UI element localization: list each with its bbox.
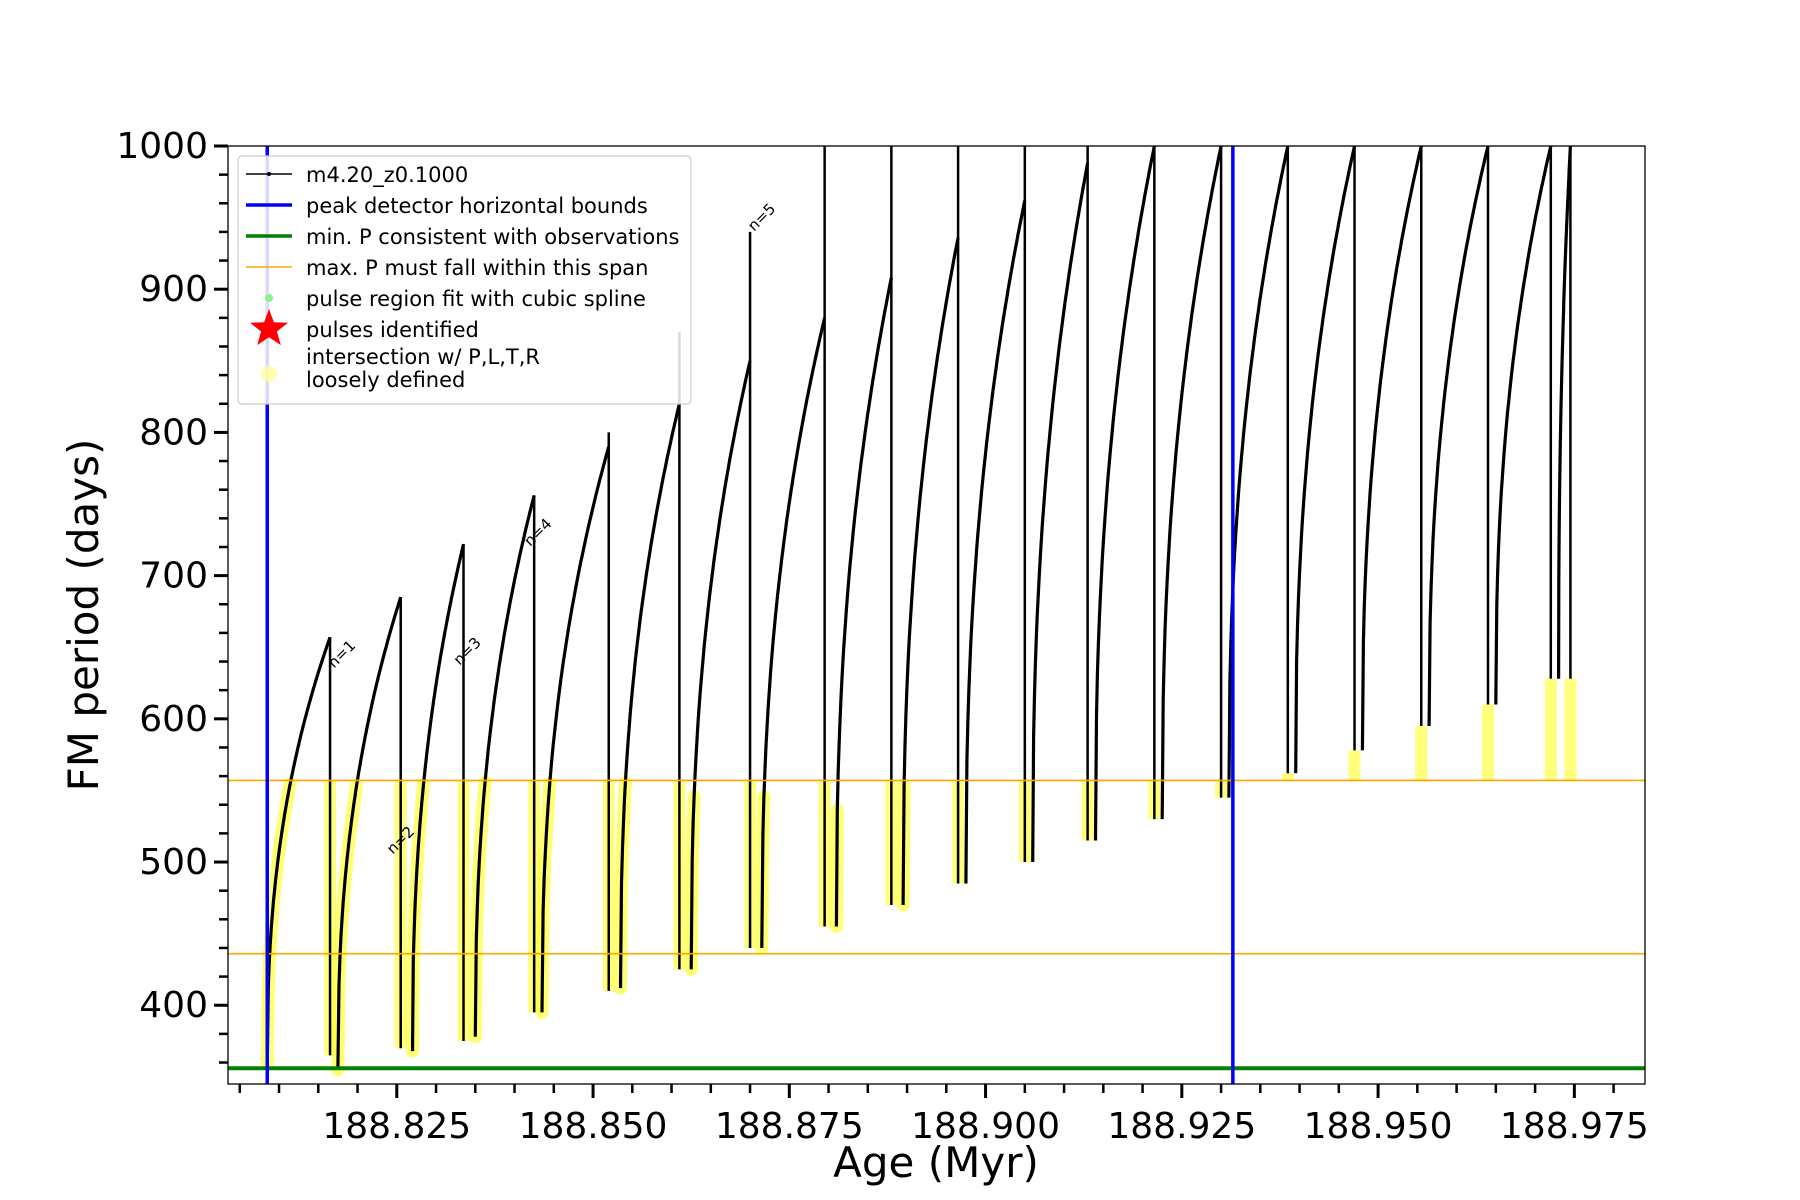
period-curve [1294,145,1357,774]
period-curve [1360,145,1423,751]
star-icon [250,309,288,346]
period-curve [689,360,752,970]
legend-label-peak-bounds: peak detector horizontal bounds [306,194,648,218]
x-tick-label: 188.825 [322,1106,471,1147]
x-tick-label: 188.875 [715,1106,864,1147]
axis-ticks: 400 500 600 700 800 900 1000 188.825 188.850 188.… [116,126,1648,1147]
legend-item-intersection: intersection w/ P,L,T,R loosely defined [261,345,540,392]
y-axis-label: FM period (days) [59,439,108,792]
x-tick-label: 188.975 [1500,1106,1649,1147]
legend-label-min-p: min. P consistent with observations [306,225,679,249]
pulse-cycle-3 [406,543,470,1058]
y-tick-label: 700 [139,556,208,597]
legend-item-peak-bounds: peak detector horizontal bounds [246,194,648,218]
legend-item-spline: pulse region fit with cubic spline [265,287,646,311]
period-curve [1427,145,1490,727]
pulse-cycle-10 [896,146,965,912]
y-tick-label: 800 [139,412,208,453]
period-curve [964,200,1027,884]
x-axis-label: Age (Myr) [833,1138,1039,1187]
period-curve [410,543,466,1052]
pulse-cycle-9 [829,146,898,933]
plot-frame [227,145,1646,1085]
pulse-cycle-20 [1556,145,1577,781]
pulse-cycle-12 [1031,146,1094,863]
legend-box [237,155,692,405]
legend-item-model: m4.20_z0.1000 [246,163,468,188]
pulse-cycle-5 [535,432,615,1019]
period-curve [1556,145,1572,679]
data-layer [260,145,1577,1077]
pulse-cycle-4 [468,494,541,1044]
x-tick-label: 188.900 [911,1106,1060,1147]
pulse-cycle-17 [1360,145,1428,781]
legend-label-pulses: pulses identified [306,318,479,342]
period-curve [473,494,536,1037]
pulse-cycle-13 [1093,145,1161,841]
pulse-cycle-11 [964,146,1031,884]
legend-label-max-p: max. P must fall within this span [306,256,648,280]
period-curve [1160,145,1223,820]
pulse-cycle-19 [1494,145,1557,781]
period-curve [336,596,403,1070]
y-tick-label: 500 [139,842,208,883]
x-tick-label: 188.925 [1107,1106,1256,1147]
period-curve [760,317,827,949]
pulse-cycle-1 [260,636,337,1069]
period-curve [265,636,332,1063]
y-tick-label: 600 [139,699,208,740]
pulse-cycle-18 [1427,145,1494,781]
x-tick-label: 188.850 [519,1106,668,1147]
pulse-cycle-2 [331,596,407,1077]
period-curve [540,446,611,1013]
pulse-cycle-8 [755,146,831,955]
y-tick-label: 900 [139,269,208,310]
pulse-cycle-15 [1227,145,1294,798]
pulse-cycle-16 [1294,145,1361,781]
y-tick-label: 400 [139,985,208,1026]
period-curve [834,277,893,927]
legend-label-spline: pulse region fit with cubic spline [306,287,646,311]
legend-label-model: m4.20_z0.1000 [306,163,468,188]
period-curve [1227,145,1290,798]
y-tick-label: 1000 [116,126,208,167]
period-curve [1031,162,1090,863]
pulse-cycle-6 [614,332,686,995]
x-tick-label: 188.950 [1304,1106,1453,1147]
period-curve [1093,145,1156,841]
pulse-cycle-7 [684,231,757,976]
legend: m4.20_z0.1000 peak detector horizontal b… [237,155,692,405]
period-curve [901,237,960,906]
period-curve [618,403,681,989]
legend-item-min-p: min. P consistent with observations [246,225,679,249]
legend-item-pulses: pulses identified [250,309,479,346]
pulse-cycle-14 [1160,145,1228,820]
legend-label-intersection: intersection w/ P,L,T,R loosely defined [306,345,540,392]
period-curve [1494,145,1553,705]
legend-item-max-p: max. P must fall within this span [246,256,648,280]
